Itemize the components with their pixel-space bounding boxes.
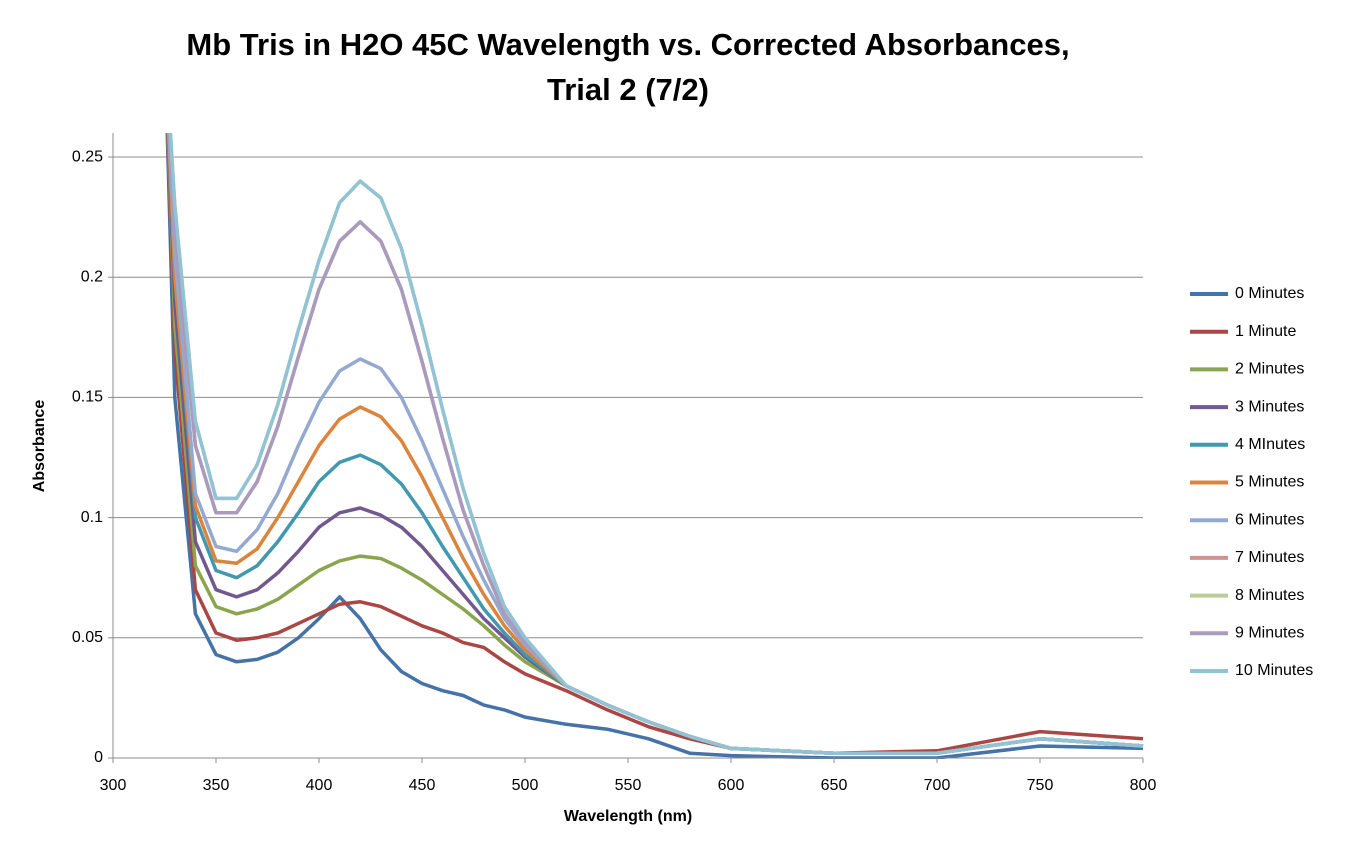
x-tick-label: 350 (203, 777, 230, 794)
x-tick-label: 400 (306, 777, 333, 794)
x-tick-label: 650 (821, 777, 848, 794)
y-tick-label: 0.25 (72, 148, 103, 165)
series-line (165, 133, 1144, 759)
y-tick-label: 0 (94, 749, 103, 766)
series-line (166, 133, 1144, 755)
x-tick-label: 500 (512, 777, 539, 794)
x-tick-label: 450 (409, 777, 436, 794)
x-tick-label: 300 (100, 777, 127, 794)
y-tick-label: 0.2 (81, 268, 103, 285)
series-line (167, 133, 1144, 755)
chart-title: Mb Tris in H2O 45C Wavelength vs. Correc… (186, 27, 1070, 107)
legend-label: 7 Minutes (1235, 549, 1304, 566)
legend-label: 1 Minute (1235, 323, 1296, 340)
legend-label: 4 MInutes (1235, 436, 1305, 453)
x-axis-label: Wavelength (nm) (564, 808, 692, 825)
series-line (168, 133, 1144, 755)
legend-label: 2 Minutes (1235, 361, 1304, 378)
series-line (167, 133, 1144, 755)
legend-label: 8 Minutes (1235, 587, 1304, 604)
x-tick-label: 600 (718, 777, 745, 794)
legend-label: 0 Minutes (1235, 285, 1304, 302)
legend-label: 9 Minutes (1235, 625, 1304, 642)
series-line (165, 133, 1144, 755)
series-line (166, 133, 1144, 755)
y-tick-label: 0.1 (81, 509, 103, 526)
legend-label: 5 Minutes (1235, 474, 1304, 491)
y-tick-label: 0.15 (72, 389, 103, 406)
x-tick-label: 550 (615, 777, 642, 794)
series-line (166, 133, 1144, 755)
legend-label: 3 Minutes (1235, 398, 1304, 415)
series-line (168, 133, 1144, 755)
x-tick-label: 700 (924, 777, 951, 794)
x-tick-label: 750 (1027, 777, 1054, 794)
legend-label: 6 Minutes (1235, 511, 1304, 528)
y-tick-label: 0.05 (72, 629, 103, 646)
legend-label: 10 Minutes (1235, 662, 1313, 679)
series-line (166, 133, 1144, 755)
y-axis-label: Absorbance (31, 400, 48, 493)
x-tick-label: 800 (1130, 777, 1157, 794)
series-line (167, 133, 1144, 755)
plot-area (165, 133, 1144, 759)
